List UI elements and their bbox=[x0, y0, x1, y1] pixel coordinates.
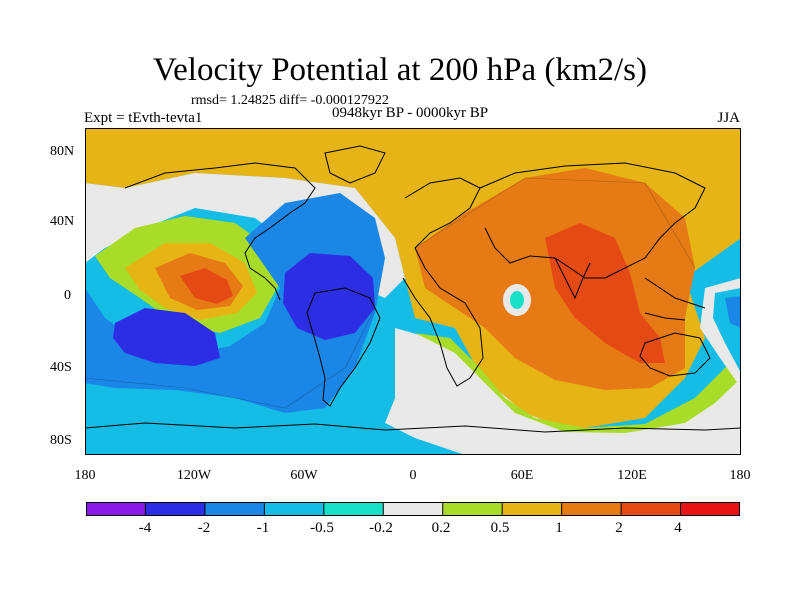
colorbar-cell bbox=[204, 502, 265, 516]
positive-strong-eastern bbox=[545, 223, 665, 363]
near-zero-south bbox=[385, 328, 741, 455]
negative-strong-pacific bbox=[113, 308, 220, 366]
lon-label-60w: 60W bbox=[290, 468, 318, 483]
colorbar-cell bbox=[264, 502, 325, 516]
colorbar-cell bbox=[442, 502, 503, 516]
experiment-label: Expt = tEvth-tevta1 bbox=[84, 110, 203, 126]
colorbar-label: 2 bbox=[615, 520, 623, 536]
colorbar-frame bbox=[86, 502, 740, 516]
contour-hints bbox=[85, 177, 696, 409]
negative-west-pacific-core bbox=[725, 296, 741, 328]
lon-label-60e: 60E bbox=[510, 468, 534, 483]
rmsd-diff-stats: rmsd= 1.24825 diff= -0.000127922 bbox=[191, 93, 389, 108]
colorbar-label: 1 bbox=[555, 520, 563, 536]
colorbar-label: -4 bbox=[138, 520, 152, 536]
negative-strong-atlantic bbox=[283, 253, 375, 340]
colorbar-label: -0.2 bbox=[369, 520, 393, 536]
map-frame bbox=[85, 128, 741, 455]
period-label: 0948kyr BP - 0000kyr BP bbox=[331, 105, 489, 121]
lon-label-120e: 120E bbox=[617, 468, 647, 483]
lon-label-0: 0 bbox=[409, 468, 417, 483]
season-label: JJA bbox=[717, 110, 740, 126]
coastlines bbox=[85, 145, 741, 433]
lat-label-40s: 40S bbox=[50, 360, 72, 375]
page-title: Velocity Potential at 200 hPa (km2/s) bbox=[152, 52, 648, 88]
velocity-potential-map[interactable] bbox=[85, 128, 741, 455]
weak-positive-south bbox=[415, 333, 741, 433]
colorbar-cell bbox=[502, 502, 563, 516]
colorbar-label: -0.5 bbox=[310, 520, 334, 536]
lat-label-80n: 80N bbox=[50, 144, 75, 159]
colorbar-label: -2 bbox=[197, 520, 211, 536]
positive-strong-west-blob bbox=[180, 268, 233, 304]
colorbar-cell bbox=[680, 502, 740, 516]
lat-label-80s: 80S bbox=[50, 433, 72, 448]
colorbar-label: 0.2 bbox=[431, 520, 451, 536]
colorbar-cell bbox=[86, 502, 146, 516]
colorbar-cell bbox=[561, 502, 622, 516]
colorbar-label: 4 bbox=[674, 520, 682, 536]
lon-label-120w: 120W bbox=[176, 468, 212, 483]
lon-label-180e: 180 bbox=[729, 468, 751, 483]
lat-label-40n: 40N bbox=[50, 214, 75, 229]
colorbar-cell bbox=[323, 502, 384, 516]
lon-label-180w: 180 bbox=[74, 468, 96, 483]
east-africa-ring-core bbox=[510, 291, 524, 309]
colorbar-cell bbox=[145, 502, 206, 516]
colorbar-label: -1 bbox=[256, 520, 270, 536]
colorbar[interactable] bbox=[86, 502, 740, 516]
colorbar-cell bbox=[621, 502, 682, 516]
colorbar-label: 0.5 bbox=[490, 520, 510, 536]
lat-label-eq: 0 bbox=[64, 288, 71, 303]
colorbar-cell bbox=[383, 502, 444, 516]
